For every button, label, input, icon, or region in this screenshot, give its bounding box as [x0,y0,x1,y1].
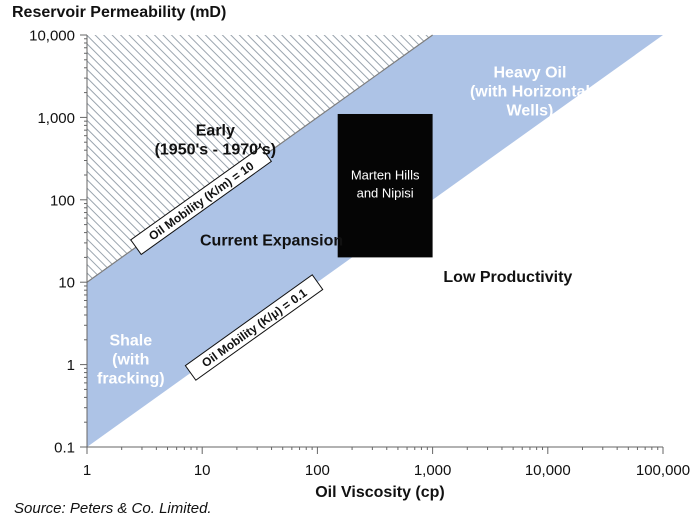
annotation-0: Heavy Oil [493,64,566,81]
x-tick-label: 1,000 [414,462,452,479]
y-tick-label: 10 [58,275,75,292]
y-tick-label: 10,000 [29,28,75,45]
y-tick-label: 100 [50,192,75,209]
x-tick-label: 10 [194,462,211,479]
annotation-1: Shale [109,333,152,350]
annotation-1: (with [112,352,149,369]
x-tick-label: 1 [83,462,91,479]
y-tick-label: 1 [67,357,75,374]
x-axis-label: Oil Viscosity (cp) [315,484,445,501]
annotation-0: (with Horizontal [470,83,590,100]
marten-hills-box [337,113,433,258]
marten-hills-label: and Nipisi [357,186,414,201]
chart-title: Reservoir Permeability (mD) [12,4,227,21]
marten-hills-label: Marten Hills [351,168,420,183]
early-label: (1950's - 1970's) [155,142,276,159]
y-tick-label: 0.1 [54,440,75,457]
x-tick-label: 100,000 [636,462,690,479]
mobility-0.1-label-box [184,274,324,381]
annotation-2: Low Productivity [443,269,572,286]
annotation-0: Wells) [507,102,554,119]
source-note: Source: Peters & Co. Limited. [14,500,212,517]
early-label: Early [196,123,235,140]
x-tick-label: 100 [305,462,330,479]
annotation-3: Current Expansion [200,232,343,249]
annotation-1: fracking) [97,371,165,388]
mobility-10-label-box [130,146,273,256]
y-tick-label: 1,000 [37,110,75,127]
x-tick-label: 10,000 [525,462,571,479]
